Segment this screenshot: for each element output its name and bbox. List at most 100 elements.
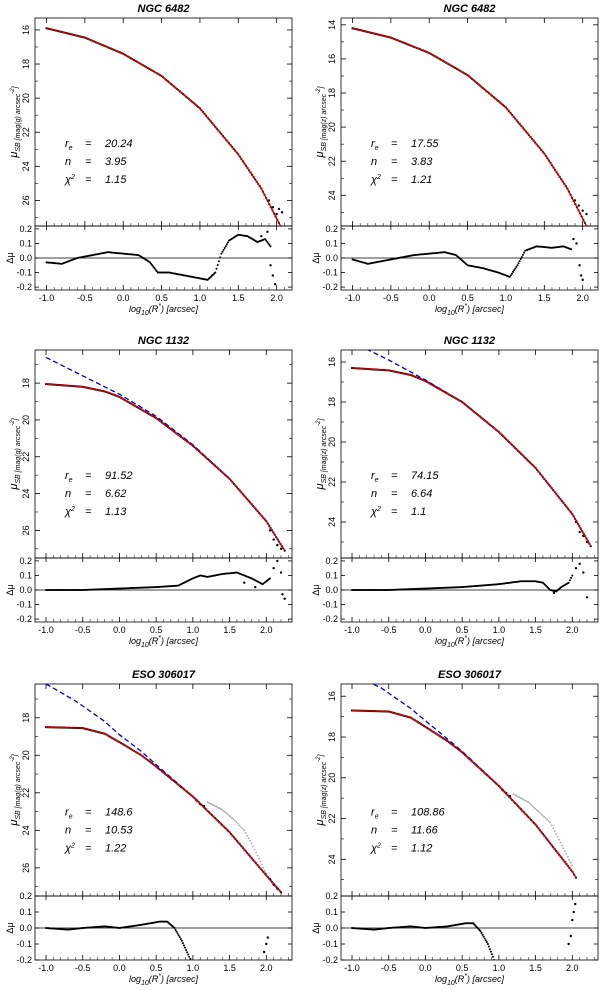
residual-point xyxy=(567,942,570,946)
res-y-tick-label: 0.2 xyxy=(19,224,32,234)
fit-param-n-value: 6.62 xyxy=(105,488,126,500)
residual-point xyxy=(481,933,484,936)
excluded-data-point xyxy=(208,802,210,804)
res-y-tick-label: 0.2 xyxy=(325,556,338,566)
excluded-data-point xyxy=(546,818,549,821)
res-y-tick-label: 0.0 xyxy=(19,585,32,595)
excluded-data-point xyxy=(517,795,519,798)
excluded-data-point xyxy=(216,806,219,809)
x-tick-label: 1.5 xyxy=(529,963,542,973)
y-tick-label: 24 xyxy=(21,161,31,171)
excluded-data-point xyxy=(534,807,537,810)
excluded-data-point xyxy=(556,835,559,838)
residual-point xyxy=(184,946,187,949)
fit-param-chi2-key: χ2 xyxy=(64,506,75,518)
x-axis-label: log10(R*) [arcsec] xyxy=(129,635,199,649)
x-tick-label: -0.5 xyxy=(75,625,91,635)
y-axis-label: μSB [mag(z) arcsec-2] xyxy=(314,418,328,491)
res-y-tick-label: 0.2 xyxy=(325,891,338,901)
excluded-data-point xyxy=(244,832,247,834)
y-tick-label: 22 xyxy=(327,814,337,824)
x-tick-label: 1.0 xyxy=(493,963,506,973)
x-tick-label: -0.5 xyxy=(381,963,397,973)
fit-param-re-eq: = xyxy=(391,470,398,482)
excluded-data-point xyxy=(224,811,226,813)
sersic-component-line xyxy=(366,350,592,547)
excluded-data-point xyxy=(258,857,260,860)
res-y-tick-label: -0.2 xyxy=(322,955,338,965)
excluded-data-point xyxy=(247,837,250,840)
fit-param-chi2-value: 1.12 xyxy=(411,842,432,854)
excluded-data-point xyxy=(559,841,562,844)
residual-point xyxy=(585,596,589,599)
fit-param-chi2-key: χ2 xyxy=(370,174,381,186)
fit-param-n-key: n xyxy=(65,156,71,168)
residual-point xyxy=(510,272,513,275)
x-tick-label: 2.0 xyxy=(566,625,579,635)
fit-param-chi2-eq: = xyxy=(85,842,92,854)
excluded-data-point xyxy=(564,850,566,853)
fit-param-n-value: 3.83 xyxy=(411,156,433,168)
y-tick-label: 24 xyxy=(21,489,31,499)
x-tick-label: 1.5 xyxy=(223,963,236,973)
main-plot-area xyxy=(44,356,286,552)
residual-point xyxy=(150,262,153,265)
excluded-data-point xyxy=(524,799,527,802)
excluded-data-point xyxy=(229,815,232,818)
residual-point xyxy=(569,934,573,938)
residual-point xyxy=(181,942,184,945)
residual-point xyxy=(512,270,515,273)
residual-point xyxy=(187,953,190,956)
excluded-data-point xyxy=(250,842,253,845)
residual-plot-area xyxy=(351,237,584,282)
residual-point xyxy=(215,267,218,270)
excluded-data-point xyxy=(522,798,525,801)
y-tick-label: 20 xyxy=(21,93,31,103)
y-axis-label: μSB [mag(z) arcsec-2] xyxy=(314,86,328,159)
model-fit-line xyxy=(45,726,282,893)
fit-param-n-key: n xyxy=(371,824,377,836)
res-y-tick-label: -0.1 xyxy=(322,600,338,610)
residual-point xyxy=(243,581,246,584)
excluded-data-point xyxy=(240,826,243,829)
excluded-data-point xyxy=(528,802,531,805)
x-axis-label: log10(R*) [arcsec] xyxy=(129,303,199,317)
residual-point xyxy=(221,250,224,253)
y-tick-label: 16 xyxy=(327,54,337,64)
excluded-data-point xyxy=(255,851,257,854)
residual-axis-label: Δμ xyxy=(311,252,321,263)
residual-point xyxy=(262,950,266,954)
data-point xyxy=(271,206,275,209)
data-point xyxy=(585,212,588,216)
residual-point xyxy=(490,953,493,956)
excluded-data-point xyxy=(569,861,572,864)
excluded-data-point xyxy=(532,806,535,809)
x-tick-label: -1.0 xyxy=(344,625,360,635)
fit-param-n-value: 3.95 xyxy=(105,156,127,168)
excluded-data-point xyxy=(253,848,256,851)
excluded-data-point xyxy=(249,839,252,842)
panel-6: ESO 306017 16 18 20 22 24 -1.0 -0.5 0.0 0.5 1.0 1.5… xyxy=(311,669,599,987)
main-plot-frame xyxy=(34,349,293,559)
excluded-data-point xyxy=(536,810,539,813)
model-fit-line xyxy=(352,27,588,226)
residual-axis-label: Δμ xyxy=(311,922,321,933)
panel-title: NGC 1132 xyxy=(444,335,495,347)
residual-point xyxy=(578,264,581,267)
residual-point xyxy=(266,936,269,939)
y-tick-label: 26 xyxy=(21,863,31,873)
x-tick-label: 0.0 xyxy=(113,963,126,973)
residual-point xyxy=(175,930,178,933)
excluded-data-point xyxy=(259,860,262,863)
res-y-tick-label: -0.1 xyxy=(16,600,32,610)
fit-param-re-value: 108.86 xyxy=(411,806,446,818)
excluded-data-point xyxy=(233,819,236,822)
res-y-tick-label: 0.1 xyxy=(325,238,338,248)
panel-title: NGC 6482 xyxy=(444,3,496,15)
residual-point xyxy=(225,243,228,246)
main-plot-area xyxy=(351,27,588,226)
fit-param-chi2-value: 1.22 xyxy=(105,842,126,854)
fit-param-n-key: n xyxy=(65,824,71,836)
main-plot-area xyxy=(45,27,284,226)
excluded-data-point xyxy=(222,809,225,812)
